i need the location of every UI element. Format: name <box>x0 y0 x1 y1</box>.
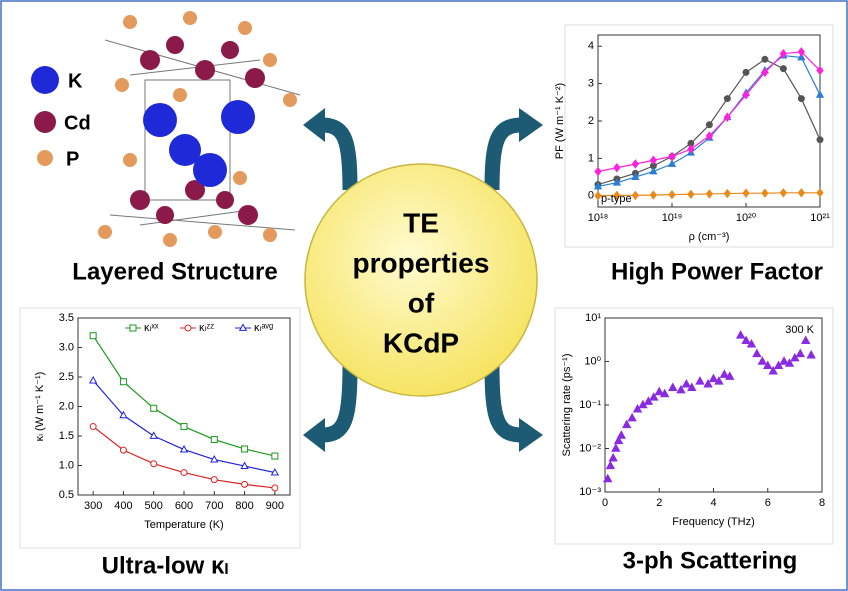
y-tick-label: 1.0 <box>59 459 74 471</box>
legend-label: P <box>66 148 79 170</box>
x-tick-label: 10²¹ <box>810 212 830 224</box>
marker <box>743 69 749 75</box>
x-tick-label: 10¹⁸ <box>588 212 609 224</box>
y-tick-label: 10⁻² <box>579 442 601 454</box>
y-tick-label: 0.5 <box>59 489 74 501</box>
center-text: properties <box>353 247 490 278</box>
legend-label: Cd <box>64 112 91 134</box>
marker <box>211 477 217 483</box>
x-tick-label: 10²⁰ <box>736 212 757 224</box>
x-axis-label: Temperature (K) <box>144 519 223 531</box>
y-tick-label: 10⁻³ <box>579 486 601 498</box>
y-tick-label: 1.5 <box>59 430 74 442</box>
y-axis-label: Scattering rate (ps⁻¹) <box>561 353 573 456</box>
annotation: 300 K <box>785 324 814 336</box>
y-tick-label: 2.0 <box>59 400 74 412</box>
marker <box>130 325 136 331</box>
marker <box>272 485 278 491</box>
marker <box>151 405 157 411</box>
legend-label: κₗˣˣ <box>144 322 159 334</box>
y-tick-label: 0 <box>588 190 594 202</box>
x-tick-label: 6 <box>765 497 771 509</box>
legend-label: κₗᶻᶻ <box>199 322 214 334</box>
x-tick-label: 400 <box>114 500 132 512</box>
marker <box>706 122 712 128</box>
marker <box>762 56 768 62</box>
x-tick-label: 8 <box>819 497 825 509</box>
legend-label: K <box>68 70 83 92</box>
y-tick-label: 10⁻¹ <box>579 399 601 411</box>
x-tick-label: 900 <box>266 500 284 512</box>
marker <box>780 66 786 72</box>
x-tick-label: 4 <box>710 497 716 509</box>
graphical-abstract: K Cd P TE properties of KCdP Layered Str… <box>0 0 848 591</box>
x-axis-label: Frequency (THz) <box>672 516 755 528</box>
center-text: KCdP <box>383 327 459 358</box>
caption: 3-ph Scattering <box>623 547 798 574</box>
legend-swatch <box>34 111 56 133</box>
x-tick-label: 500 <box>145 500 163 512</box>
y-tick-label: 3 <box>588 78 594 90</box>
annotation: p-type <box>601 193 632 205</box>
y-tick-label: 10⁰ <box>584 355 601 367</box>
marker <box>724 96 730 102</box>
legend-swatch <box>37 150 53 166</box>
caption: High Power Factor <box>611 258 823 285</box>
y-axis-label: PF (W m⁻¹ K⁻²) <box>554 83 566 159</box>
marker <box>272 453 278 459</box>
y-axis-label: κₗ (W m⁻¹ K⁻¹) <box>34 372 46 442</box>
x-tick-label: 0 <box>602 497 608 509</box>
caption: Ultra-low κₗ <box>102 552 229 579</box>
x-tick-label: 300 <box>84 500 102 512</box>
marker <box>120 447 126 453</box>
y-tick-label: 2.5 <box>59 371 74 383</box>
x-tick-label: 700 <box>205 500 223 512</box>
x-tick-label: 600 <box>175 500 193 512</box>
x-tick-label: 10¹⁹ <box>662 212 683 224</box>
legend-label: κₗᵃᵛᵍ <box>254 322 273 334</box>
y-tick-label: 3.0 <box>59 341 74 353</box>
y-tick-label: 10¹ <box>585 312 601 324</box>
marker <box>817 137 823 143</box>
marker <box>151 461 157 467</box>
marker <box>242 446 248 452</box>
marker <box>211 437 217 443</box>
legend-swatch <box>31 66 59 94</box>
marker <box>181 424 187 430</box>
marker <box>185 325 191 331</box>
y-tick-label: 3.5 <box>59 312 74 324</box>
y-tick-label: 4 <box>588 40 594 52</box>
center-text: of <box>408 287 435 318</box>
y-tick-label: 1 <box>588 152 594 164</box>
x-tick-label: 800 <box>235 500 253 512</box>
marker <box>181 470 187 476</box>
caption: Layered Structure <box>72 258 277 285</box>
marker <box>798 96 804 102</box>
y-tick-label: 2 <box>588 115 594 127</box>
center-text: TE <box>403 207 439 238</box>
x-tick-label: 2 <box>656 497 662 509</box>
marker <box>90 424 96 430</box>
marker <box>242 481 248 487</box>
center-circle <box>305 164 537 396</box>
x-axis-label: ρ (cm⁻³) <box>689 231 730 243</box>
marker <box>90 333 96 339</box>
marker <box>120 379 126 385</box>
